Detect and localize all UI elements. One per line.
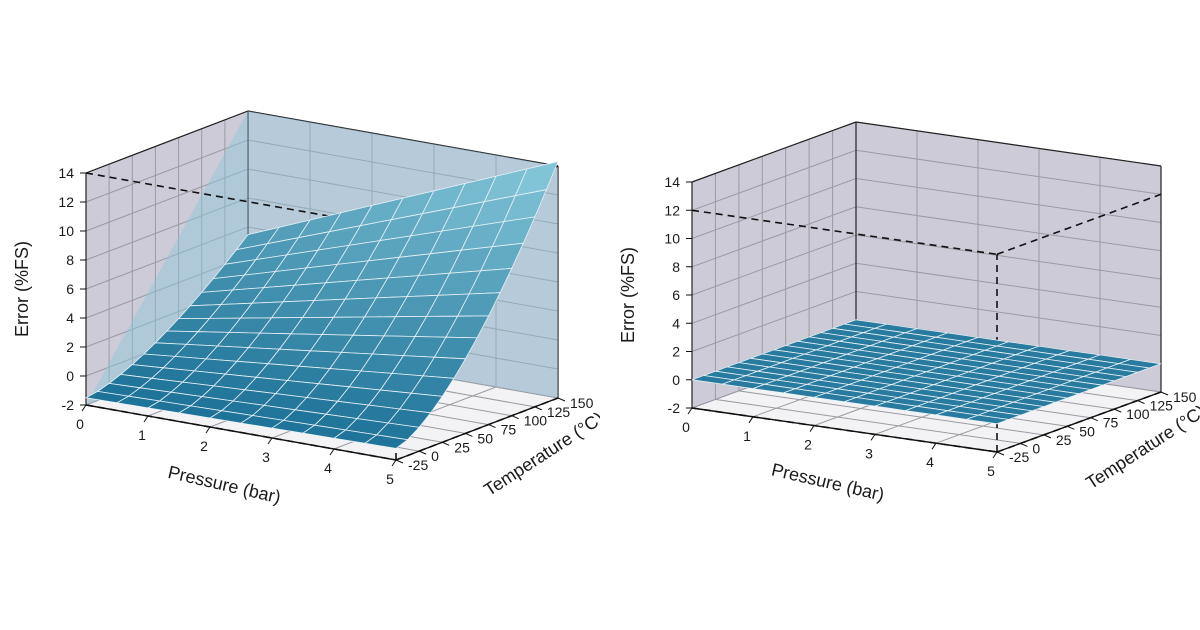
chart1-y-tick-label: 100 [524, 413, 548, 429]
chart2-x-tick-mark [931, 442, 937, 450]
chart-right-compensation-on: 012345-250255075100125150-202468101214Pr… [618, 121, 1200, 505]
chart2-x-tick-mark [748, 416, 754, 424]
chart2-y-tick-mark [1160, 391, 1169, 396]
chart1-x-tick-label: 2 [200, 438, 208, 454]
chart2-y-tick-mark [1090, 417, 1098, 422]
chart2-x-tick-mark [687, 407, 693, 415]
chart1-pane-edge [247, 110, 559, 167]
chart2-z-axis-label: Error (%FS) [618, 247, 638, 343]
chart1-y-tick-label: 75 [501, 422, 517, 438]
chart2-ref-line-front-top [691, 209, 998, 256]
chart1-y-tick-mark [442, 441, 450, 446]
chart2-x-tick-mark [992, 451, 998, 459]
chart1-z-tick-label: 2 [66, 339, 74, 355]
chart2-x-tick-label: 4 [926, 454, 934, 470]
chart2-surface-cell [966, 414, 1009, 425]
chart1-x-tick-label: 3 [262, 449, 270, 465]
chart2-y-tick-label: 0 [1032, 440, 1040, 456]
chart2-x-tick-label: 3 [865, 445, 873, 461]
chart1-ref-line-front-top [85, 172, 397, 229]
chart1-y-tick-label: 25 [454, 439, 470, 455]
chart1-z-tick-label: 8 [66, 252, 74, 268]
chart2-y-tick-label: 50 [1079, 423, 1095, 439]
chart2-z-tick-label: 8 [672, 259, 680, 275]
chart1-x-tick-mark [391, 459, 397, 467]
chart2-x-tick-label: 1 [743, 428, 751, 444]
chart1-pane-edge [85, 110, 249, 174]
chart2-x-tick-mark [870, 434, 876, 441]
chart1-y-axis-line [395, 397, 559, 461]
chart1-z-tick-label: -2 [62, 397, 75, 413]
chart1-y-tick-label: 125 [547, 404, 571, 420]
chart2-y-tick-label: 150 [1173, 389, 1197, 405]
chart1-z-tick-label: 6 [66, 281, 74, 297]
chart1-y-tick-mark [465, 432, 473, 437]
chart1-y-tick-mark [557, 397, 566, 402]
chart1-x-tick-mark [329, 448, 335, 456]
chart1-y-tick-label: 50 [477, 430, 493, 446]
chart1-x-axis-label: Pressure (bar) [166, 462, 283, 507]
chart1-y-tick-mark [488, 424, 496, 429]
chart2-z-tick-label: 2 [672, 344, 680, 360]
chart1-x-tick-mark [81, 404, 87, 412]
chart2-x-axis-line [691, 407, 998, 453]
chart2-z-tick-label: 14 [664, 174, 680, 190]
chart2-y-tick-mark [1067, 425, 1075, 430]
chart1-x-tick-label: 0 [76, 416, 84, 432]
chart2-z-tick-label: 6 [672, 287, 680, 303]
chart2-x-tick-label: 5 [987, 463, 995, 479]
chart1-y-tick-mark [395, 459, 404, 464]
chart2-z-tick-label: 0 [672, 372, 680, 388]
chart2-x-axis-label: Pressure (bar) [770, 459, 887, 504]
chart2-pane-edge [855, 121, 1162, 167]
chart1-x-tick-mark [267, 437, 273, 445]
chart1-y-tick-mark [418, 450, 427, 455]
chart2-x-tick-mark [809, 425, 815, 432]
chart2-y-tick-mark [1043, 434, 1052, 439]
chart1-surface-cell [363, 434, 409, 449]
chart1-z-tick-label: 12 [58, 194, 74, 210]
chart2-y-tick-label: 75 [1103, 415, 1119, 431]
chart2-z-tick-label: 10 [664, 231, 680, 247]
chart1-x-tick-mark [143, 415, 149, 423]
chart1-y-tick-mark [511, 415, 519, 420]
chart2-y-tick-label: -25 [1009, 449, 1029, 465]
chart2-y-tick-mark [1113, 408, 1122, 413]
chart2-y-tick-label: 100 [1126, 406, 1150, 422]
chart1-y-tick-label: 0 [431, 448, 439, 464]
chart2-z-tick-label: 12 [664, 202, 680, 218]
chart2-y-axis-line [996, 391, 1162, 453]
chart2-z-tick-label: 4 [672, 315, 680, 331]
chart1-z-tick-label: 0 [66, 368, 74, 384]
chart2-z-tick-label: -2 [668, 400, 681, 416]
chart1-z-tick-label: 14 [58, 165, 74, 181]
chart2-x-tick-label: 2 [804, 437, 812, 453]
chart2-x-tick-label: 0 [682, 419, 690, 435]
chart2-y-tick-mark [1137, 400, 1145, 405]
chart1-z-tick-label: 4 [66, 310, 74, 326]
chart1-x-tick-mark [205, 426, 211, 434]
chart1-y-tick-mark [534, 406, 543, 411]
chart2-y-tick-label: 125 [1150, 398, 1174, 414]
chart2-y-tick-label: 25 [1056, 432, 1072, 448]
chart1-x-tick-label: 4 [324, 460, 332, 476]
chart2-y-tick-mark [1020, 442, 1028, 447]
chart1-x-tick-label: 1 [138, 427, 146, 443]
chart1-x-tick-label: 5 [386, 471, 394, 487]
chart2-y-tick-mark [996, 451, 1005, 456]
chart1-z-axis-label: Error (%FS) [12, 241, 32, 337]
chart1-y-tick-label: 150 [570, 395, 594, 411]
chart1-x-axis-line [85, 404, 397, 461]
chart1-y-tick-label: -25 [408, 457, 428, 473]
chart2-pane-edge [691, 121, 857, 183]
chart2-ref-line-side-top [996, 193, 1162, 256]
chart-left-compensation-off: 012345-250255075100125150-202468101214Pr… [12, 110, 600, 507]
chart1-z-tick-label: 10 [58, 223, 74, 239]
